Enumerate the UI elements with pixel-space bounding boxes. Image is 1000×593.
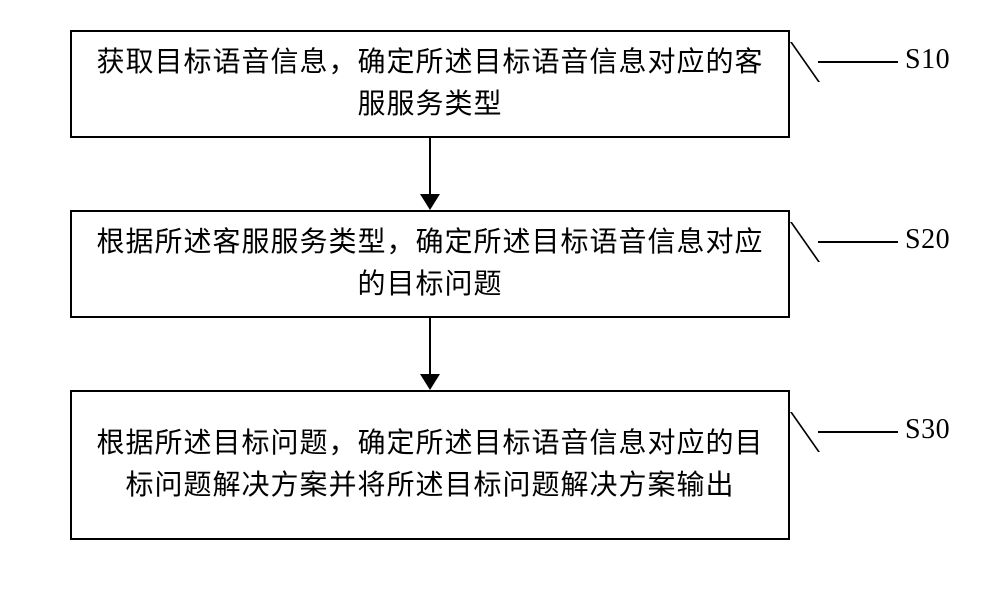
label-text: S30: [905, 414, 950, 445]
connector-line: [818, 61, 898, 63]
connector-line: [790, 42, 820, 82]
node-text: 获取目标语音信息，确定所述目标语音信息对应的客服服务类型: [92, 42, 768, 126]
flow-arrow: [429, 318, 431, 376]
label-text: S10: [905, 44, 950, 75]
connector-line: [818, 241, 898, 243]
flowchart-canvas: 获取目标语音信息，确定所述目标语音信息对应的客服服务类型 S10 根据所述客服服…: [0, 0, 1000, 593]
node-text: 根据所述客服服务类型，确定所述目标语音信息对应的目标问题: [92, 222, 768, 306]
label-text: S20: [905, 224, 950, 255]
flow-arrow: [429, 138, 431, 196]
step-label-s30: S30: [905, 414, 950, 446]
connector-line: [790, 222, 820, 262]
flowchart-node-s20: 根据所述客服服务类型，确定所述目标语音信息对应的目标问题: [70, 210, 790, 318]
connector-line: [818, 431, 898, 433]
flowchart-node-s10: 获取目标语音信息，确定所述目标语音信息对应的客服服务类型: [70, 30, 790, 138]
flowchart-node-s30: 根据所述目标问题，确定所述目标语音信息对应的目标问题解决方案并将所述目标问题解决…: [70, 390, 790, 540]
step-label-s10: S10: [905, 44, 950, 76]
arrow-head-icon: [420, 374, 440, 390]
arrow-head-icon: [420, 194, 440, 210]
node-text: 根据所述目标问题，确定所述目标语音信息对应的目标问题解决方案并将所述目标问题解决…: [92, 423, 768, 507]
connector-line: [790, 412, 820, 452]
step-label-s20: S20: [905, 224, 950, 256]
